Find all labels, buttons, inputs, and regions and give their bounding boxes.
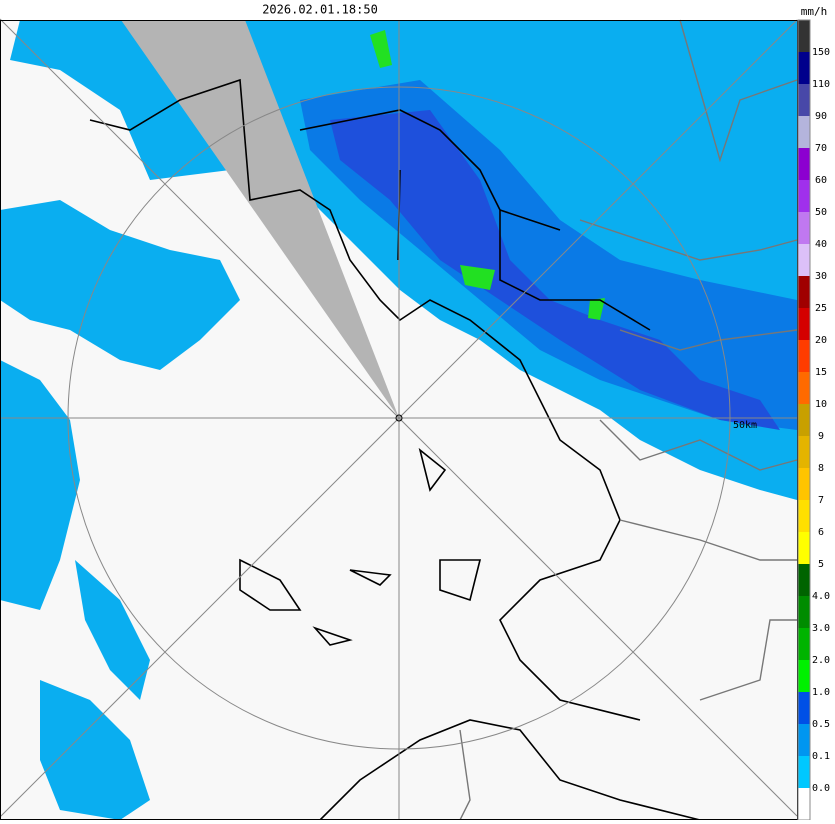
coastline — [319, 719, 701, 821]
legend-swatch — [798, 564, 810, 596]
legend-swatch — [798, 308, 810, 340]
timestamp: 2026.02.01.18:50 — [262, 3, 378, 17]
coastline — [89, 78, 641, 721]
legend-swatch — [798, 532, 810, 564]
legend-swatch — [798, 660, 810, 692]
legend-swatch — [798, 628, 810, 660]
rain-area — [40, 680, 150, 820]
rain-area — [0, 360, 80, 610]
legend-swatch — [798, 468, 810, 500]
legend-label: 3.0 — [812, 623, 830, 634]
legend-swatch — [798, 276, 810, 308]
legend-swatch — [798, 500, 810, 532]
legend-label: 90 — [815, 111, 827, 122]
legend-label: 10 — [815, 399, 827, 410]
legend-label: 30 — [815, 271, 827, 282]
radar-map: 50km — [0, 18, 798, 821]
legend-swatch — [798, 244, 810, 276]
legend-swatch — [798, 436, 810, 468]
legend-label: 7 — [818, 495, 824, 506]
legend-label: 70 — [815, 143, 827, 154]
legend-swatch — [798, 20, 810, 52]
rain-area — [460, 265, 495, 290]
range-label: 50km — [733, 420, 757, 431]
legend-label: 50 — [815, 207, 827, 218]
legend-label: 8 — [818, 463, 824, 474]
legend-swatch — [798, 212, 810, 244]
legend-label: 2.0 — [812, 655, 830, 666]
legend-swatch — [798, 116, 810, 148]
legend-swatch — [798, 340, 810, 372]
legend-label: 5 — [818, 559, 824, 570]
legend-swatch — [798, 148, 810, 180]
legend-label: 15 — [815, 367, 827, 378]
blocked-sector — [121, 20, 399, 418]
legend-label: 1.0 — [812, 687, 830, 698]
legend-swatch — [798, 756, 810, 788]
legend-swatch — [798, 724, 810, 756]
legend-label: 6 — [818, 527, 824, 538]
radar-site — [395, 414, 403, 422]
legend-label: 0.0 — [812, 783, 830, 794]
coastline — [299, 109, 651, 331]
legend-label: 110 — [812, 79, 830, 90]
legend-label: 0.1 — [812, 751, 830, 762]
legend-label: 20 — [815, 335, 827, 346]
legend-label: 9 — [818, 431, 824, 442]
border — [459, 19, 798, 821]
color-legend: 150 110 90 70 60 50 40 30 25 20 15 10 9 8 7 6 5 4.0 3.0 2.0… — [797, 19, 830, 821]
legend-swatch — [798, 788, 810, 820]
unit-label: mm/h — [801, 5, 828, 18]
legend-swatch — [798, 596, 810, 628]
legend-label: 40 — [815, 239, 827, 250]
legend-label: 4.0 — [812, 591, 830, 602]
legend-swatch — [798, 404, 810, 436]
grid-line — [0, 18, 798, 817]
rain-area — [370, 30, 392, 68]
legend-swatch — [798, 372, 810, 404]
rain-area — [330, 110, 780, 430]
legend-label: 60 — [815, 175, 827, 186]
legend-swatch — [798, 692, 810, 724]
legend-label: 150 — [812, 47, 830, 58]
rain-area — [0, 200, 240, 370]
rain-area — [10, 20, 230, 180]
legend-swatch — [798, 84, 810, 116]
legend-swatch — [798, 180, 810, 212]
island — [239, 447, 482, 646]
legend-swatch — [798, 52, 810, 84]
rain-area — [75, 560, 150, 700]
rain-area — [588, 298, 605, 320]
legend-label: 25 — [815, 303, 827, 314]
grid-line — [0, 19, 798, 818]
legend-label: 0.5 — [812, 719, 830, 730]
